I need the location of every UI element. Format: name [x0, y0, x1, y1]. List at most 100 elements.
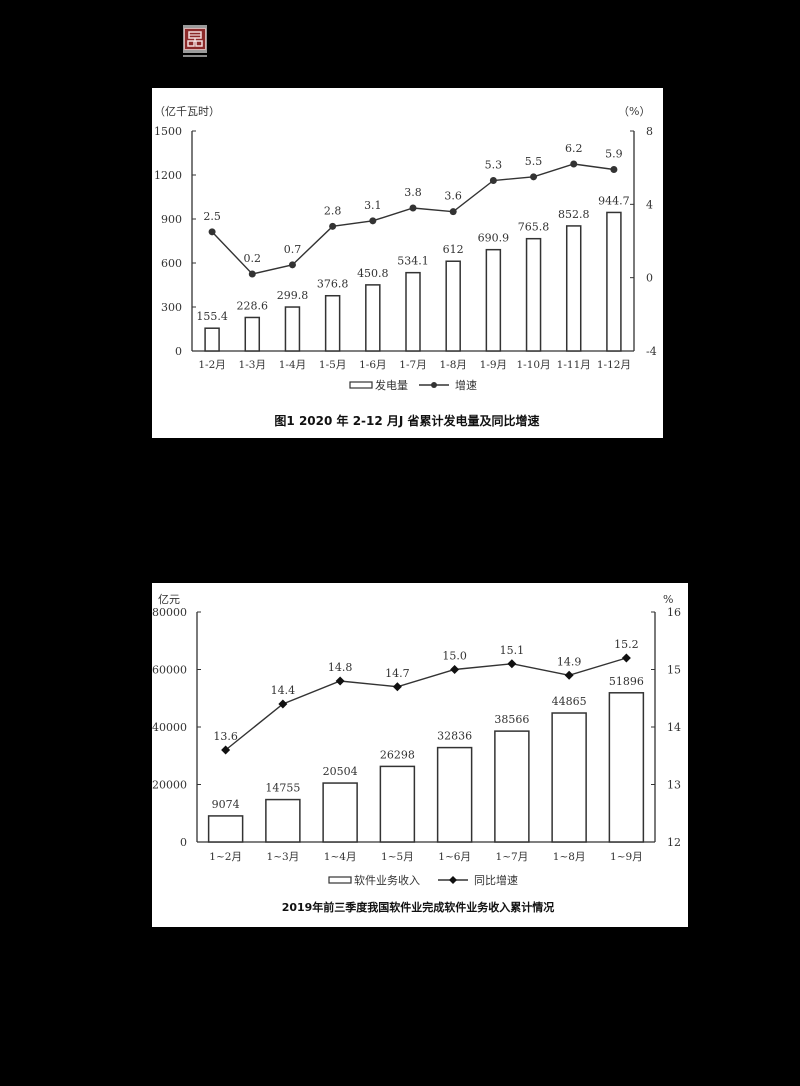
chart-title: 2019年前三季度我国软件业完成软件业务收入累计情况	[282, 900, 555, 914]
seal-glyph	[184, 28, 206, 50]
bar-value-label: 765.8	[518, 221, 550, 234]
left-tick-label: 60000	[152, 664, 187, 677]
bar-value-label: 155.4	[196, 310, 228, 323]
x-tick-label: 1~2月	[209, 851, 242, 863]
bar-value-label: 534.1	[397, 255, 429, 268]
line-marker	[288, 261, 296, 269]
left-tick-label: 300	[161, 301, 182, 314]
left-tick-label: 1500	[154, 125, 182, 138]
left-tick-label: 20000	[152, 779, 187, 792]
bar	[207, 815, 244, 843]
line-marker	[409, 204, 417, 212]
chart-software-revenue: 亿元% 0 20000 40000 60000 80000 12 13 14 15 16 9074 14…	[152, 583, 688, 927]
line-marker	[278, 699, 288, 709]
line-marker	[564, 670, 574, 680]
bar-value-label: 44865	[552, 695, 587, 708]
right-tick-label: 0	[646, 272, 653, 285]
line-marker	[208, 228, 216, 236]
line-value-label: 3.1	[364, 199, 382, 212]
bar-value-label: 852.8	[558, 208, 590, 221]
line-value-label: 3.6	[444, 190, 462, 203]
bar-value-label: 376.8	[317, 278, 349, 291]
right-tick-label: 16	[667, 606, 681, 619]
legend-line-label: 增速	[455, 378, 477, 392]
right-axis-unit: （%）	[618, 105, 650, 118]
line-marker	[530, 173, 538, 181]
bar-value-label: 944.7	[598, 194, 630, 207]
right-tick-label: -4	[646, 345, 657, 358]
line-value-label: 0.7	[284, 243, 302, 256]
right-tick-label: 13	[667, 779, 681, 792]
right-tick-label: 8	[646, 125, 653, 138]
right-tick-label: 14	[667, 721, 681, 734]
line-value-label: 3.8	[404, 186, 422, 199]
bar	[244, 316, 261, 352]
x-tick-label: 1-11月	[557, 359, 591, 371]
bar-value-label: 32836	[437, 730, 472, 743]
left-tick-label: 1200	[154, 169, 182, 182]
bar-value-label: 51896	[609, 675, 644, 688]
bar-value-label: 20504	[323, 765, 358, 778]
legend-bar-label: 软件业务收入	[354, 873, 420, 887]
left-axis-unit: 亿元	[158, 593, 180, 606]
x-tick-label: 1~4月	[324, 851, 357, 863]
bar-value-label: 690.9	[478, 232, 510, 245]
line-marker	[392, 682, 402, 692]
line-value-label: 14.8	[328, 661, 353, 674]
bar	[494, 730, 530, 843]
bar	[551, 712, 587, 843]
left-tick-label: 0	[180, 836, 187, 849]
line-marker	[449, 208, 457, 216]
bar	[608, 692, 645, 843]
x-tick-label: 1-8月	[439, 359, 466, 371]
bar	[204, 327, 220, 352]
red-seal-icon	[183, 25, 207, 57]
line-value-label: 15.2	[614, 638, 639, 651]
line-value-label: 5.3	[485, 159, 503, 172]
right-tick-label: 12	[667, 836, 681, 849]
bar	[284, 306, 301, 352]
chart-1-svg: （亿千瓦时） （%） 0 300 600 900 1200 1500 -4 0 4 8 155.4 228…	[154, 105, 657, 428]
x-tick-label: 1-5月	[319, 359, 346, 371]
legend-bar-swatch	[328, 876, 352, 884]
bar	[445, 260, 461, 352]
line-value-label: 2.8	[324, 204, 342, 217]
left-axis-unit: （亿千瓦时）	[154, 105, 220, 118]
legend-bar-swatch	[349, 381, 373, 389]
right-axis-unit: %	[663, 593, 673, 606]
bar	[365, 284, 381, 352]
x-tick-label: 1-12月	[597, 359, 631, 371]
right-tick-label: 4	[646, 198, 653, 211]
legend-marker	[431, 382, 437, 388]
x-tick-label: 1-6月	[359, 359, 386, 371]
line-value-label: 2.5	[203, 210, 221, 223]
bar-value-label: 299.8	[277, 289, 309, 302]
line-marker	[369, 217, 377, 225]
legend-line-label: 同比增速	[474, 873, 518, 887]
line-marker	[621, 653, 631, 663]
line-marker	[248, 270, 256, 278]
line-marker	[507, 659, 517, 669]
left-tick-label: 600	[161, 257, 182, 270]
line-value-label: 14.4	[271, 684, 296, 697]
line-marker	[450, 665, 460, 674]
line-marker	[221, 745, 231, 755]
x-tick-label: 1~7月	[496, 851, 529, 863]
bar	[322, 782, 358, 843]
x-tick-label: 1~3月	[267, 851, 300, 863]
bar	[265, 798, 301, 843]
bar-value-label: 228.6	[237, 299, 268, 312]
line-value-label: 5.5	[525, 155, 543, 168]
x-tick-label: 1~5月	[381, 851, 414, 863]
growth-line	[225, 657, 627, 751]
bar	[436, 746, 473, 843]
chart-power-generation: （亿千瓦时） （%） 0 300 600 900 1200 1500 -4 0 4 8 155.4 228…	[152, 88, 663, 438]
bar	[525, 237, 542, 352]
bar-value-label: 26298	[380, 748, 415, 761]
right-tick-label: 15	[667, 664, 681, 677]
line-value-label: 0.2	[244, 252, 262, 265]
bar	[379, 765, 416, 843]
x-tick-label: 1-10月	[516, 359, 550, 371]
x-tick-label: 1~9月	[610, 851, 643, 863]
line-marker	[329, 222, 337, 230]
